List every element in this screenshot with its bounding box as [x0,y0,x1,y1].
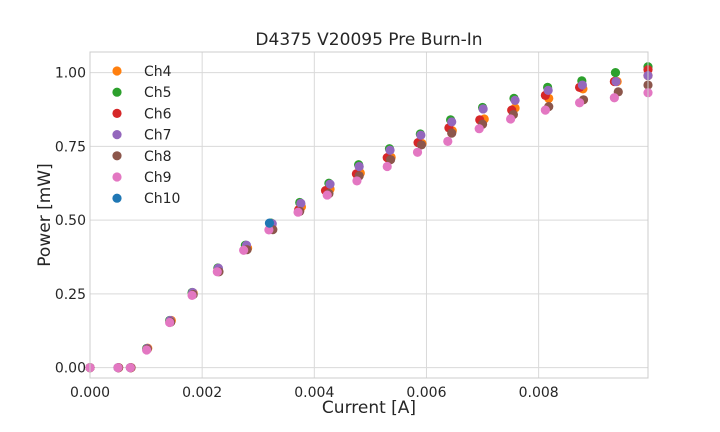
data-point [610,68,621,78]
legend-item-ch8: Ch8 [112,149,172,165]
legend-item-ch5: Ch5 [112,85,172,101]
plot-frame [89,51,649,379]
data-point [354,161,364,172]
x-tick-label: 0.008 [519,385,559,401]
legend-marker [112,193,122,203]
x-tick-label: 0.002 [182,385,222,401]
data-point [385,155,396,165]
legend-item-ch4: Ch4 [112,64,172,80]
data-point [506,114,516,124]
legend-label: Ch7 [144,128,172,144]
x-tick-label: 0.004 [294,385,334,401]
x-tick-label: 0.006 [406,385,446,401]
plot-background [90,52,648,378]
data-point [325,179,335,189]
x-tick-labels: 0.000 0.002 0.004 0.006 0.008 [70,385,559,401]
gridlines [89,52,648,378]
data-point [352,176,362,186]
data-point [293,207,303,217]
data-point [416,130,426,140]
y-tick-label: 0.25 [55,287,86,303]
legend-label: Ch9 [144,170,172,186]
series-ch10 [264,218,275,228]
legend-marker [112,130,122,140]
legend: Ch4 Ch5 Ch6 Ch7 Ch8 Ch9 Ch10 [112,64,180,207]
y-tick-labels: 0.00 0.25 0.50 0.75 1.00 [55,66,86,377]
data-point [416,140,427,150]
y-tick-label: 1.00 [55,66,86,82]
data-point [187,290,197,300]
y-tick-label: 0.50 [55,213,86,229]
data-point [478,104,488,114]
legend-label: Ch4 [144,64,172,80]
legend-marker [112,172,122,182]
legend-marker [112,151,122,161]
data-point [322,190,332,200]
data-point [113,363,123,373]
chart-title: D4375 V20095 Pre Burn-In [255,30,482,50]
data-point [577,80,587,90]
legend-marker [112,108,122,118]
y-axis-label: Power [mW] [35,163,55,266]
plot-area [85,51,653,379]
data-point [264,225,274,235]
data-point [412,147,423,157]
data-point [125,363,135,373]
x-axis-label: Current [A] [322,398,416,418]
legend-label: Ch6 [144,106,172,122]
data-point [609,93,619,103]
data-point [382,161,392,172]
y-tick-label: 0.75 [55,139,86,155]
data-point [447,117,457,127]
data-point [611,76,621,87]
legend-marker [112,66,122,76]
x-tick-label: 0.000 [70,385,110,401]
legend-item-ch6: Ch6 [112,106,172,122]
legend-label: Ch8 [144,149,172,165]
data-point [142,345,152,355]
data-point [165,317,175,328]
legend-item-ch9: Ch9 [112,170,172,186]
data-point [447,128,457,138]
data-point [212,267,222,277]
data-point [264,218,275,228]
legend-item-ch10: Ch10 [112,191,180,207]
data-point [510,95,520,105]
data-point [385,145,395,155]
legend-marker [112,87,122,97]
y-tick-label: 0.00 [55,361,86,377]
data-point [296,198,306,208]
legend-label: Ch5 [144,85,172,101]
data-point [239,245,249,255]
data-point [540,105,550,115]
data-point [474,124,484,134]
data-point [443,136,453,146]
data-point [574,98,585,108]
legend-item-ch7: Ch7 [112,128,172,144]
data-point [543,85,553,95]
legend-label: Ch10 [144,191,180,207]
